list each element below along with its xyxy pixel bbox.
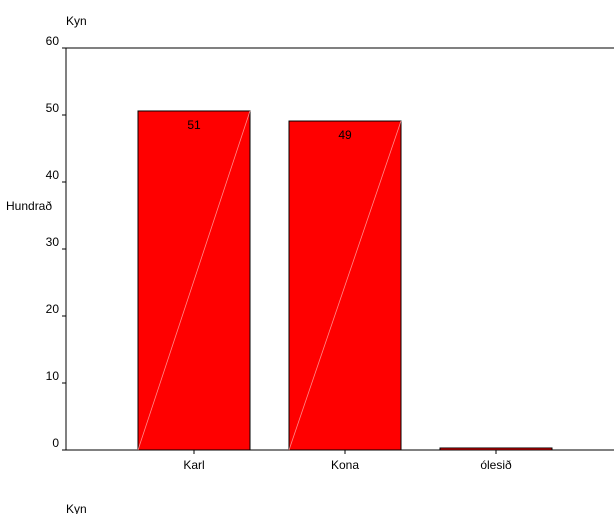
bar-hatch-line [288,120,402,451]
y-tick-label: 40 [46,168,60,182]
y-tick-label: 60 [46,34,60,48]
chart-title: Kyn [66,14,87,28]
bar-value-label: 49 [338,128,352,142]
bar-ólesið [439,447,553,451]
x-tick-label: Karl [183,458,204,472]
bar-hatch-line [137,110,251,451]
bar-value-label: 51 [187,118,201,132]
y-tick-label: 20 [46,302,60,316]
data-labels: 51 49 [187,118,352,142]
y-tick-label: 50 [46,101,60,115]
y-tick-label: 30 [46,235,60,249]
x-tick-label: ólesið [480,458,512,472]
y-tick-label: 10 [46,369,60,383]
x-axis-title: Kyn [66,502,87,514]
y-tick-label: 0 [52,436,59,450]
y-axis-title: Hundrað [6,199,52,213]
x-tick-label: Kona [331,458,359,472]
y-axis: 0 10 20 30 40 50 60 [46,34,66,451]
x-axis: Karl Kona ólesið [183,450,512,472]
bars [137,110,553,451]
